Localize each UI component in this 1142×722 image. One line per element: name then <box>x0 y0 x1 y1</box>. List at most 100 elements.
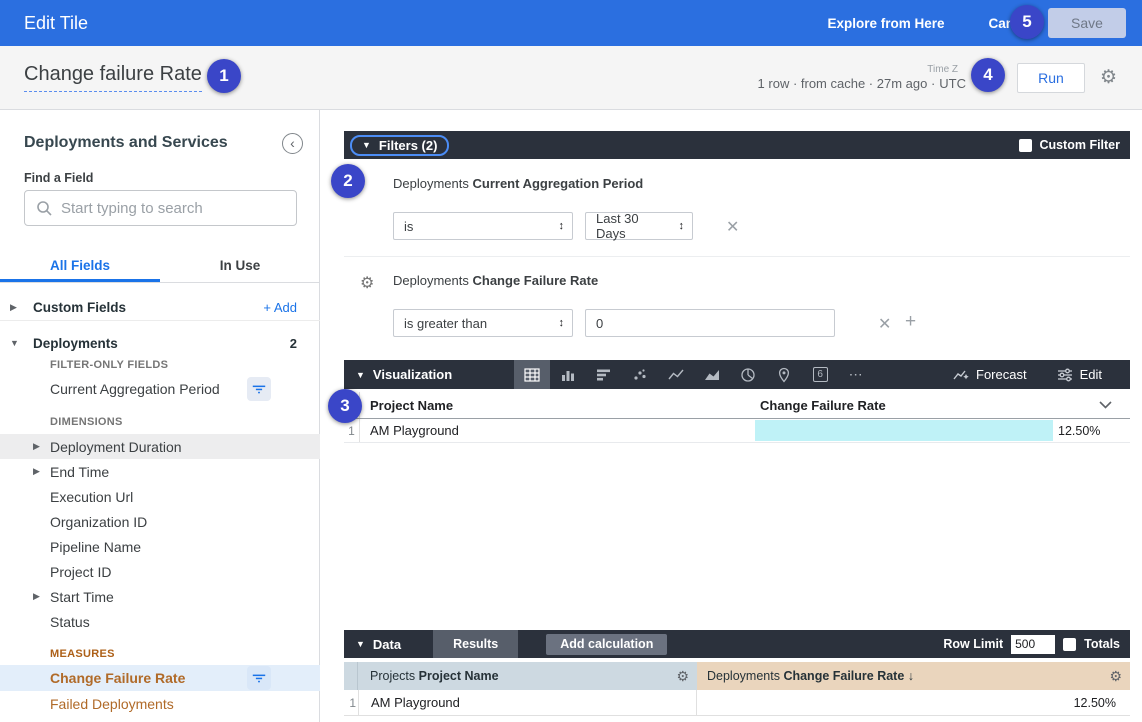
remove-filter1-icon[interactable]: ✕ <box>726 219 740 236</box>
timezone-value: UTC <box>939 76 966 91</box>
data-section-bar: ▼ Data Results Add calculation Row Limit… <box>344 630 1130 658</box>
filter1-value-select[interactable]: Last 30 Days ↕ <box>585 211 693 241</box>
custom-fields-label: Custom Fields <box>33 299 127 315</box>
caret-down-icon[interactable]: ▼ <box>356 369 365 380</box>
chevron-down-icon[interactable] <box>1099 401 1112 409</box>
filter2-gear-icon[interactable]: ⚙ <box>360 275 375 292</box>
tile-title-bar: Change failure Rate 1 row · from cache ·… <box>0 46 1142 110</box>
timezone-label: Time Z <box>927 64 959 75</box>
filter-divider <box>344 256 1130 257</box>
query-status: 1 row · from cache · 27m ago · Time Z UT… <box>758 64 966 91</box>
dimensions-header: DIMENSIONS <box>50 416 123 428</box>
caret-right-icon[interactable]: ▶ <box>33 466 40 476</box>
deployments-group-row[interactable]: ▼ Deployments 2 <box>0 330 320 356</box>
add-calculation-button[interactable]: Add calculation <box>546 633 668 655</box>
visualization-table: Project Name Change Failure Rate 1 AM Pl… <box>344 392 1130 443</box>
viz-col-change-failure-rate[interactable]: Change Failure Rate <box>753 398 1130 413</box>
viz-area-chart-icon[interactable] <box>694 360 730 389</box>
tab-all-fields[interactable]: All Fields <box>0 250 160 282</box>
viz-bar-chart-icon[interactable] <box>586 360 622 389</box>
filter1-operator-select[interactable]: is ↕ <box>393 212 573 240</box>
cancel-link[interactable]: Can <box>988 15 1014 31</box>
viz-scatter-chart-icon[interactable] <box>622 360 658 389</box>
viz-table-header: Project Name Change Failure Rate <box>344 392 1130 419</box>
field-change-failure-rate[interactable]: Change Failure Rate <box>0 665 320 691</box>
viz-column-chart-icon[interactable] <box>550 360 586 389</box>
filters-header: Filters (2) <box>378 137 438 153</box>
value-bar <box>755 420 1053 441</box>
viz-more-types-icon[interactable]: ⋯ <box>848 366 864 382</box>
col-deployments-change-failure-rate[interactable]: Deployments Change Failure Rate ↓ ⚙ <box>697 662 1130 690</box>
row-limit-input[interactable] <box>1011 634 1056 654</box>
caret-right-icon[interactable]: ▶ <box>33 441 40 451</box>
custom-filter-checkbox[interactable] <box>1019 138 1033 152</box>
results-data-table: Projects Project Name ⚙ Deployments Chan… <box>344 662 1130 716</box>
tab-in-use[interactable]: In Use <box>219 258 261 273</box>
viz-table-icon[interactable] <box>514 360 551 389</box>
viz-single-value-icon[interactable]: 6 <box>802 360 838 389</box>
field-search-input[interactable] <box>61 199 286 217</box>
visualization-section-bar: ▼ Visualization <box>344 360 1130 389</box>
run-button[interactable]: Run <box>1017 63 1085 93</box>
totals-checkbox[interactable] <box>1063 637 1077 651</box>
tile-title[interactable]: Change failure Rate <box>24 63 202 92</box>
field-execution-url[interactable]: Execution Url <box>50 488 134 505</box>
unfold-arrows-icon: ↕ <box>558 220 565 232</box>
explore-from-here-link[interactable]: Explore from Here <box>827 15 945 31</box>
visualization-header: Visualization <box>372 367 453 382</box>
query-settings-gear-icon[interactable]: ⚙ <box>1099 67 1117 88</box>
custom-filter-toggle[interactable]: Custom Filter <box>1019 138 1120 152</box>
value-label: 12.50% <box>1058 423 1101 438</box>
results-table-row[interactable]: 1 AM Playground 12.50% <box>344 690 1130 716</box>
caret-right-icon[interactable]: ▶ <box>33 591 40 601</box>
field-deployment-duration[interactable]: ▶ Deployment Duration <box>0 434 320 459</box>
viz-table-row[interactable]: 1 AM Playground 12.50% <box>344 419 1130 443</box>
filter2-operator-select[interactable]: is greater than ↕ <box>393 309 573 337</box>
filter-active-icon[interactable] <box>247 376 271 401</box>
col-projects-project-name[interactable]: Projects Project Name ⚙ <box>358 662 697 690</box>
annotation-badge-2: 2 <box>331 164 365 198</box>
add-filter-icon[interactable]: + <box>905 311 917 332</box>
filter-active-icon[interactable] <box>247 666 271 690</box>
results-tab[interactable]: Results <box>433 630 519 658</box>
field-picker-sidebar: Deployments and Services ‹ Find a Field … <box>0 110 320 722</box>
viz-type-picker: 6 ⋯ <box>514 360 874 389</box>
field-end-time[interactable]: ▶ End Time <box>33 463 110 480</box>
filter-only-fields-header: FILTER-ONLY FIELDS <box>50 359 169 371</box>
field-status[interactable]: Status <box>50 613 90 630</box>
field-search-box[interactable] <box>24 190 297 226</box>
caret-down-icon[interactable]: ▼ <box>356 639 365 649</box>
annotation-badge-5: 5 <box>1010 5 1044 39</box>
viz-line-chart-icon[interactable] <box>658 360 694 389</box>
column-gear-icon[interactable]: ⚙ <box>676 667 689 684</box>
field-current-aggregation-period[interactable]: Current Aggregation Period <box>0 376 320 401</box>
caret-right-icon[interactable]: ▶ <box>10 301 17 312</box>
custom-fields-row[interactable]: ▶ Custom Fields + Add <box>0 294 320 321</box>
sort-descending-icon: ↓ <box>907 669 915 683</box>
measures-header: MEASURES <box>50 648 115 660</box>
viz-map-icon[interactable] <box>766 360 802 389</box>
forecast-icon <box>953 370 969 379</box>
field-pipeline-name[interactable]: Pipeline Name <box>50 538 142 555</box>
top-app-bar: Edit Tile Explore from Here Can Save <box>0 0 1142 46</box>
edit-viz-button[interactable]: Edit <box>1057 367 1102 383</box>
add-custom-field-button[interactable]: + Add <box>263 299 297 315</box>
field-project-id[interactable]: Project ID <box>50 563 112 580</box>
field-tabs: All Fields In Use <box>0 250 320 283</box>
column-gear-icon[interactable]: ⚙ <box>1109 667 1122 684</box>
window-title: Edit Tile <box>24 12 89 33</box>
search-icon <box>35 199 53 217</box>
viz-col-project-name[interactable]: Project Name <box>370 397 454 413</box>
filters-expander[interactable]: ▼ Filters (2) <box>350 134 450 156</box>
collapse-sidebar-icon[interactable]: ‹ <box>282 133 303 154</box>
field-organization-id[interactable]: Organization ID <box>50 513 148 530</box>
field-start-time[interactable]: ▶ Start Time <box>33 588 114 605</box>
caret-down-icon[interactable]: ▼ <box>10 338 19 348</box>
field-failed-deployments[interactable]: Failed Deployments <box>50 695 174 712</box>
unfold-arrows-icon: ↕ <box>558 317 565 329</box>
filter2-value-input[interactable] <box>585 309 835 337</box>
remove-filter2-icon[interactable]: ✕ <box>878 316 892 333</box>
viz-pie-chart-icon[interactable] <box>730 360 766 389</box>
forecast-button[interactable]: Forecast <box>953 367 1027 383</box>
save-button[interactable]: Save <box>1048 8 1126 38</box>
